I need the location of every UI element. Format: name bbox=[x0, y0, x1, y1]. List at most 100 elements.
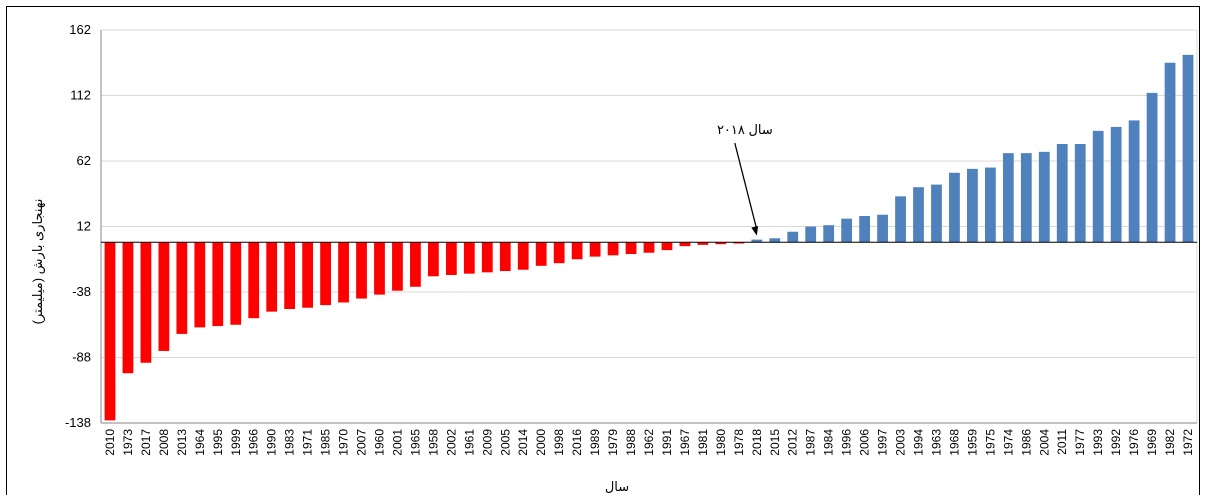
bar bbox=[463, 242, 475, 274]
x-tick-label: 2017 bbox=[139, 429, 153, 456]
x-tick-label: 2014 bbox=[516, 429, 530, 456]
bar bbox=[697, 242, 709, 245]
bar bbox=[499, 242, 511, 272]
y-tick-label: -138 bbox=[65, 415, 91, 430]
bar bbox=[1182, 54, 1194, 243]
bar bbox=[158, 242, 170, 351]
bar bbox=[679, 242, 691, 247]
x-tick-label: 1997 bbox=[876, 429, 890, 456]
x-tick-label: 1994 bbox=[912, 429, 926, 456]
axes bbox=[100, 30, 1198, 424]
x-tick-label: 1959 bbox=[965, 429, 979, 456]
bar bbox=[1056, 143, 1068, 243]
bar bbox=[769, 238, 781, 243]
x-tick-label: 1986 bbox=[1019, 429, 1033, 456]
x-tick-label: 1964 bbox=[193, 429, 207, 456]
bar bbox=[230, 242, 242, 325]
x-tick-label: 2013 bbox=[175, 429, 189, 456]
x-tick-label: 1991 bbox=[660, 429, 674, 456]
bar bbox=[913, 187, 924, 243]
x-tick-label: 1971 bbox=[301, 429, 315, 456]
bar bbox=[949, 172, 960, 243]
x-tick-label: 1962 bbox=[642, 429, 656, 456]
bar bbox=[481, 242, 493, 273]
bar bbox=[607, 242, 619, 256]
bar bbox=[535, 242, 547, 266]
bar bbox=[1092, 130, 1104, 243]
x-tick-label: 1993 bbox=[1091, 429, 1105, 456]
bar bbox=[895, 196, 906, 243]
bar bbox=[1020, 153, 1032, 243]
bar bbox=[392, 242, 403, 291]
bar bbox=[571, 242, 583, 260]
y-tick-label: 12 bbox=[77, 219, 91, 234]
bar bbox=[374, 242, 385, 295]
y-tick-label: 112 bbox=[70, 88, 91, 103]
bar bbox=[661, 242, 673, 251]
x-tick-label: 2016 bbox=[570, 429, 584, 456]
bar bbox=[122, 242, 134, 374]
x-tick-label: 1963 bbox=[929, 429, 943, 456]
bar bbox=[823, 225, 835, 243]
x-tick-label: 1974 bbox=[1001, 429, 1015, 456]
bar bbox=[841, 218, 853, 243]
bar bbox=[338, 242, 349, 303]
x-tick-label: 2012 bbox=[786, 429, 800, 456]
x-tick-label: 1981 bbox=[696, 429, 710, 456]
bar bbox=[356, 242, 367, 299]
y-tick-label: -88 bbox=[72, 350, 91, 365]
x-tick-label: 2010 bbox=[103, 429, 117, 456]
bar bbox=[1128, 120, 1140, 243]
x-tick-label: 1972 bbox=[1181, 429, 1195, 456]
annotation-arrow-line bbox=[734, 142, 758, 230]
x-tick-label: 2006 bbox=[858, 429, 872, 456]
x-tick-label: 1983 bbox=[283, 429, 297, 456]
x-tick-label: 2003 bbox=[894, 429, 908, 456]
bar bbox=[553, 242, 565, 264]
bar bbox=[284, 242, 296, 310]
annotation-arrow-head bbox=[751, 226, 759, 236]
x-tick-label: 1973 bbox=[121, 429, 135, 456]
y-tick-label: 62 bbox=[77, 153, 91, 168]
x-tick-label: 1982 bbox=[1163, 429, 1177, 456]
bar bbox=[1146, 92, 1158, 243]
bar bbox=[194, 242, 206, 328]
x-tick-label: 1969 bbox=[1145, 429, 1159, 456]
x-tick-label: 2005 bbox=[498, 429, 512, 456]
x-tick-label: 1988 bbox=[624, 429, 638, 456]
bar bbox=[859, 216, 870, 243]
x-tick-label: 1999 bbox=[229, 429, 243, 456]
bar bbox=[320, 242, 331, 306]
x-tick-label: 1990 bbox=[265, 429, 279, 456]
x-tick-label: 2000 bbox=[534, 429, 548, 456]
x-axis-label: سال bbox=[605, 479, 629, 494]
x-tick-label: 1984 bbox=[822, 429, 836, 456]
y-tick-labels: 162 112 62 12 -38 -88 -138 bbox=[65, 22, 91, 430]
chart-frame bbox=[6, 6, 1200, 495]
bar bbox=[1074, 143, 1086, 243]
x-tick-label: 1975 bbox=[983, 429, 997, 456]
bar bbox=[787, 231, 799, 243]
bar bbox=[589, 242, 601, 257]
x-tick-label: 2011 bbox=[1055, 429, 1069, 455]
bar bbox=[176, 242, 188, 334]
bar bbox=[931, 184, 942, 243]
bar bbox=[140, 242, 152, 363]
bar bbox=[1038, 151, 1050, 243]
x-tick-label: 1987 bbox=[804, 429, 818, 456]
x-tick-label: 2007 bbox=[355, 429, 369, 456]
x-tick-label: 1976 bbox=[1127, 429, 1141, 456]
bar bbox=[751, 239, 763, 243]
x-tick-label: 1998 bbox=[552, 429, 566, 456]
bar bbox=[1110, 126, 1122, 243]
annotation: سال ۲۰۱۸ bbox=[717, 122, 773, 236]
x-tick-label: 2002 bbox=[444, 429, 458, 456]
x-tick-label: 1958 bbox=[426, 429, 440, 456]
x-tick-label: 2004 bbox=[1037, 429, 1051, 456]
x-tick-label: 1995 bbox=[211, 429, 225, 456]
x-tick-label: 1970 bbox=[337, 429, 351, 456]
x-tick-label: 1980 bbox=[714, 429, 728, 456]
x-tick-label: 1977 bbox=[1073, 429, 1087, 456]
bar bbox=[625, 242, 637, 255]
